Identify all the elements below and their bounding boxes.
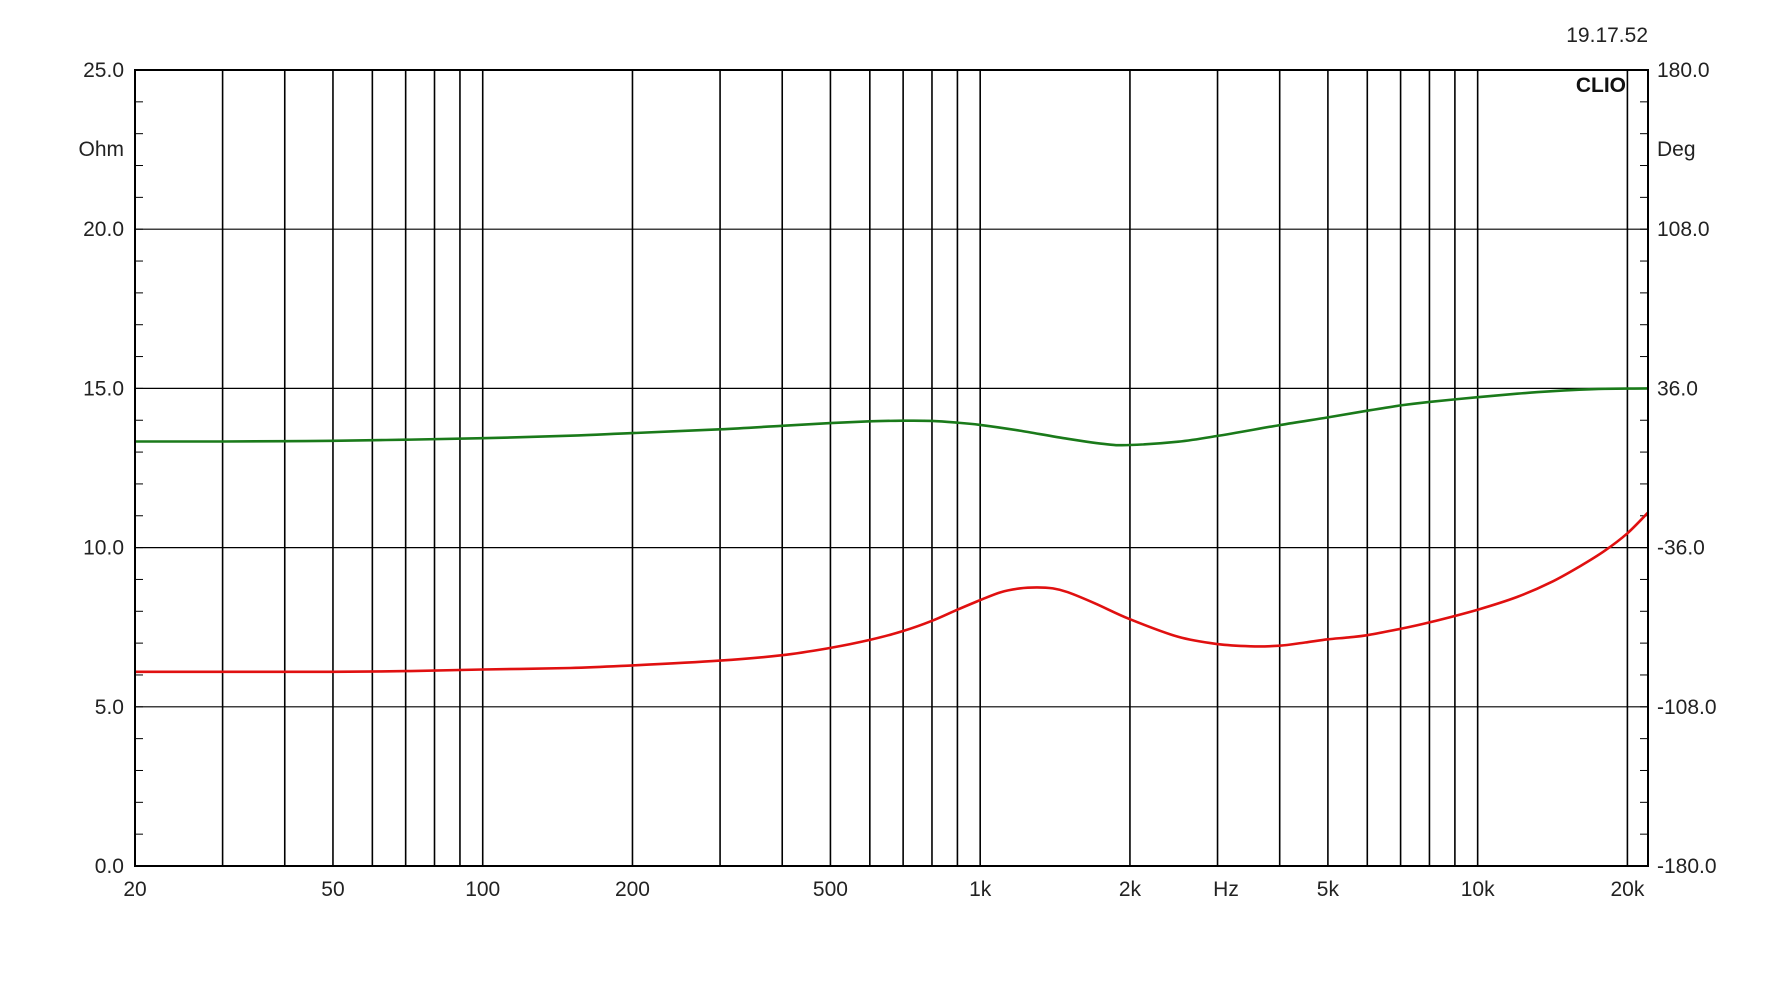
x-tick-label: 50 xyxy=(321,878,344,901)
x-tick-label: 10k xyxy=(1461,878,1495,901)
x-tick-label: 200 xyxy=(615,878,650,901)
left-axis-unit: Ohm xyxy=(78,138,124,161)
right-tick-label: 36.0 xyxy=(1657,377,1698,400)
grid-lines xyxy=(135,70,1648,866)
clio-brand-label: CLIO xyxy=(1576,74,1626,97)
x-axis-unit: Hz xyxy=(1213,878,1239,901)
phase-curve xyxy=(135,387,1649,447)
right-tick-label: -36.0 xyxy=(1657,537,1705,560)
x-tick-label: 20k xyxy=(1610,878,1644,901)
left-tick-label: 25.0 xyxy=(83,59,124,82)
right-axis-unit: Deg xyxy=(1657,138,1696,161)
right-tick-label: 108.0 xyxy=(1657,218,1710,241)
left-tick-label: 0.0 xyxy=(95,855,124,878)
x-tick-label: 1k xyxy=(969,878,992,901)
x-axis-ticks: 20 50 100 200 500 1k 2k 5k 10k 20k xyxy=(123,878,1645,901)
left-tick-label: 10.0 xyxy=(83,537,124,560)
series-group xyxy=(135,387,1649,674)
left-axis-ticks: 0.0 5.0 10.0 15.0 20.0 25.0 xyxy=(83,59,143,878)
right-tick-label: 180.0 xyxy=(1657,59,1710,82)
right-tick-label: -180.0 xyxy=(1657,855,1717,878)
x-tick-label: 2k xyxy=(1119,878,1142,901)
x-tick-label: 500 xyxy=(813,878,848,901)
x-tick-label: 100 xyxy=(465,878,500,901)
x-tick-label: 20 xyxy=(123,878,146,901)
left-tick-label: 20.0 xyxy=(83,218,124,241)
left-tick-label: 15.0 xyxy=(83,377,124,400)
right-tick-label: -108.0 xyxy=(1657,696,1717,719)
impedance-curve xyxy=(135,511,1649,674)
x-tick-label: 5k xyxy=(1317,878,1340,901)
right-axis-ticks: -180.0 -108.0 -36.0 36.0 108.0 180.0 xyxy=(1640,59,1717,878)
left-tick-label: 5.0 xyxy=(95,696,124,719)
plot-frame xyxy=(134,69,1649,867)
timestamp-label: 19.17.52 xyxy=(1566,24,1648,47)
